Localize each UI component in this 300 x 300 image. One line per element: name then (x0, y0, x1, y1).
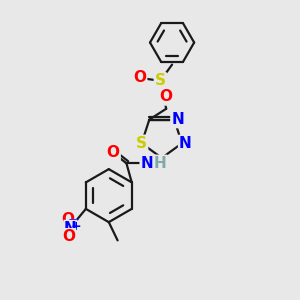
Text: O: O (61, 212, 74, 227)
Text: O: O (62, 229, 76, 244)
Text: H: H (154, 156, 167, 171)
Text: +: + (71, 220, 82, 233)
Text: −: − (68, 213, 79, 227)
Text: N: N (171, 112, 184, 127)
Text: N: N (179, 136, 192, 151)
Text: N: N (141, 156, 153, 171)
Text: S: S (136, 136, 147, 151)
Text: O: O (133, 70, 146, 86)
Text: S: S (155, 73, 166, 88)
Text: N: N (64, 220, 77, 236)
Text: O: O (107, 146, 120, 160)
Text: O: O (160, 89, 173, 104)
